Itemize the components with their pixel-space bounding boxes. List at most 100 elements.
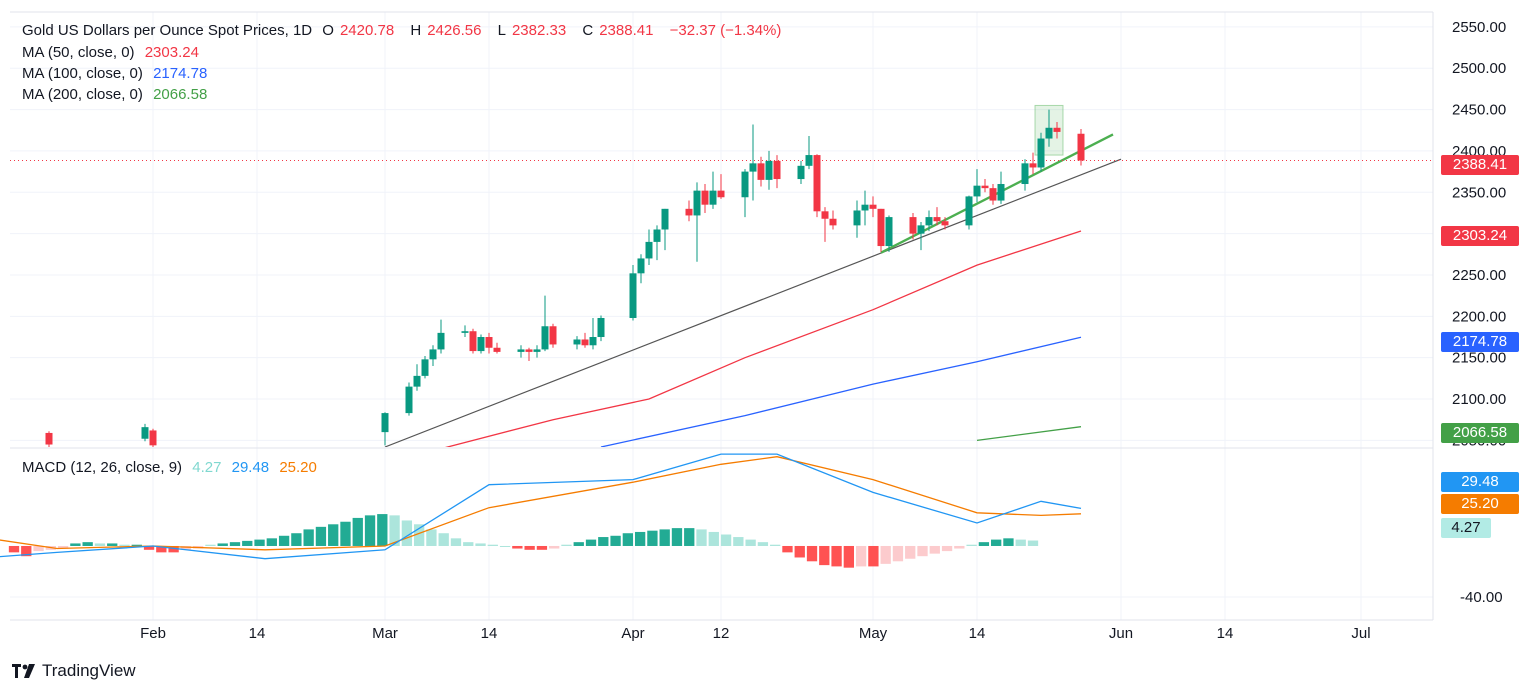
candle[interactable] <box>805 136 813 170</box>
candle[interactable] <box>421 356 429 379</box>
candle[interactable] <box>981 179 989 193</box>
candle[interactable] <box>909 212 917 240</box>
candle[interactable] <box>813 154 821 218</box>
candle[interactable] <box>1053 121 1061 139</box>
candle-body <box>645 241 653 259</box>
candle[interactable] <box>405 382 413 416</box>
candle[interactable] <box>549 323 557 348</box>
candle[interactable] <box>933 207 941 226</box>
macd-histogram-bar <box>438 533 449 546</box>
candle[interactable] <box>437 319 445 354</box>
candle[interactable] <box>821 207 829 242</box>
candle[interactable] <box>1045 109 1053 147</box>
macd-histogram-bar <box>1027 540 1039 546</box>
candle[interactable] <box>885 215 893 252</box>
candle[interactable] <box>661 208 669 251</box>
tradingview-logo[interactable]: TradingView <box>12 661 136 681</box>
candle[interactable] <box>709 171 717 209</box>
macd-histogram-bar <box>168 545 179 553</box>
macd-pane[interactable] <box>0 453 1082 568</box>
macd-histogram-bar <box>733 537 744 546</box>
candle[interactable] <box>693 182 701 262</box>
candle[interactable] <box>765 150 773 190</box>
candle[interactable] <box>533 345 541 358</box>
macd-legend[interactable]: MACD (12, 26, close, 9) 4.27 29.48 25.20 <box>22 459 323 476</box>
candle[interactable] <box>493 342 501 354</box>
candle[interactable] <box>741 169 749 218</box>
candle[interactable] <box>925 210 933 232</box>
candle[interactable] <box>1037 132 1045 172</box>
candle[interactable] <box>997 171 1005 204</box>
macd-signal-value: 25.20 <box>279 459 317 476</box>
time-tick-label: 14 <box>1217 625 1234 642</box>
candle[interactable] <box>461 325 469 338</box>
time-tick-label: 14 <box>969 625 986 642</box>
candle-body <box>581 339 589 346</box>
candle[interactable] <box>1021 159 1029 191</box>
candle[interactable] <box>381 412 389 446</box>
candle[interactable] <box>861 190 869 226</box>
candle[interactable] <box>877 208 885 252</box>
candle[interactable] <box>773 155 781 189</box>
candle[interactable] <box>829 210 837 230</box>
macd-label: MACD (12, 26, close, 9) <box>22 459 183 476</box>
candle[interactable] <box>429 345 437 366</box>
macd-histogram-bar <box>475 543 486 546</box>
candle[interactable] <box>477 334 485 354</box>
candle[interactable] <box>573 336 581 350</box>
candle[interactable] <box>869 196 877 218</box>
macd-histogram-bar <box>229 542 241 546</box>
macd-histogram-bar <box>622 533 634 546</box>
candle[interactable] <box>973 169 981 203</box>
candle[interactable] <box>141 423 149 442</box>
ma100-legend[interactable]: MA (100, close, 0) 2174.78 <box>22 65 213 82</box>
chart-title: Gold US Dollars per Ounce Spot Prices, 1… <box>22 22 313 39</box>
candle[interactable] <box>413 364 421 391</box>
candle[interactable] <box>757 156 765 187</box>
macd-histogram-bar <box>1015 539 1026 546</box>
candle[interactable] <box>45 431 53 448</box>
candle-body <box>813 155 821 212</box>
candle[interactable] <box>149 428 157 449</box>
candle[interactable] <box>853 200 861 238</box>
candle[interactable] <box>517 345 525 358</box>
candle[interactable] <box>989 184 997 205</box>
candle[interactable] <box>917 222 925 251</box>
candle[interactable] <box>469 328 477 354</box>
candle[interactable] <box>1029 152 1037 175</box>
ma200-legend[interactable]: MA (200, close, 0) 2066.58 <box>22 86 213 103</box>
candle[interactable] <box>485 332 493 354</box>
candle[interactable] <box>685 200 693 222</box>
macd-histogram-bar <box>647 530 658 546</box>
candle[interactable] <box>749 124 757 201</box>
candle[interactable] <box>541 295 549 352</box>
candle[interactable] <box>637 254 645 284</box>
candle[interactable] <box>645 229 653 266</box>
candle[interactable] <box>629 265 637 321</box>
candle[interactable] <box>525 347 533 361</box>
candle[interactable] <box>797 160 805 185</box>
candle[interactable] <box>965 195 973 230</box>
candle-body <box>829 218 837 226</box>
macd-histogram-bar <box>549 545 560 549</box>
candle[interactable] <box>653 225 661 261</box>
candle[interactable] <box>589 317 597 350</box>
candle-body <box>1021 163 1029 185</box>
macd-histogram-bar <box>57 545 69 549</box>
macd-histogram-bar <box>573 542 584 546</box>
price-tick-label: 2150.00 <box>1452 350 1506 367</box>
candle[interactable] <box>717 174 725 199</box>
candle[interactable] <box>941 217 949 230</box>
candle[interactable] <box>597 315 605 342</box>
candle-body <box>413 375 421 387</box>
macd-histogram-bar <box>880 545 891 564</box>
ma50-legend[interactable]: MA (50, close, 0) 2303.24 <box>22 44 205 61</box>
macd-histogram-bar <box>33 545 44 552</box>
price-pane[interactable] <box>10 104 1433 449</box>
candle-body <box>749 163 757 172</box>
candle-body <box>661 208 669 230</box>
candle[interactable] <box>701 184 709 213</box>
candle[interactable] <box>581 332 589 348</box>
candle[interactable] <box>1077 128 1085 166</box>
